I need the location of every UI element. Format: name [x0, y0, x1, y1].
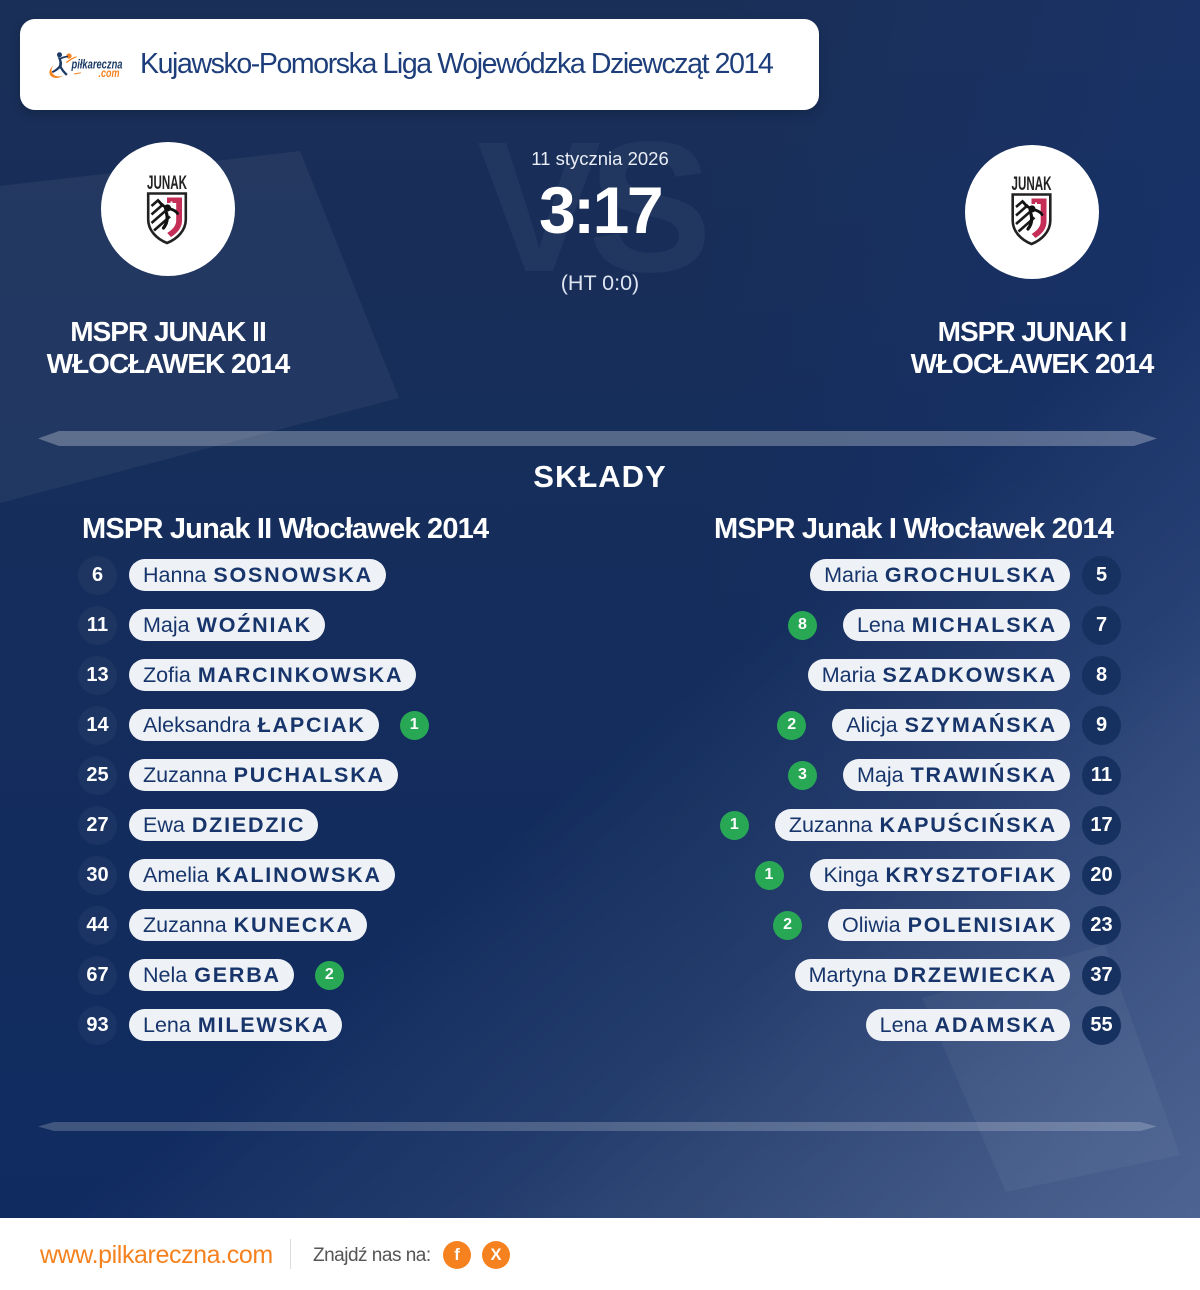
svg-text:JUNAK: JUNAK [1012, 173, 1052, 195]
svg-text:JUNAK: JUNAK [147, 172, 187, 194]
svg-text:.com: .com [99, 68, 120, 79]
svg-text:piłkareczna: piłkareczna [71, 57, 123, 72]
